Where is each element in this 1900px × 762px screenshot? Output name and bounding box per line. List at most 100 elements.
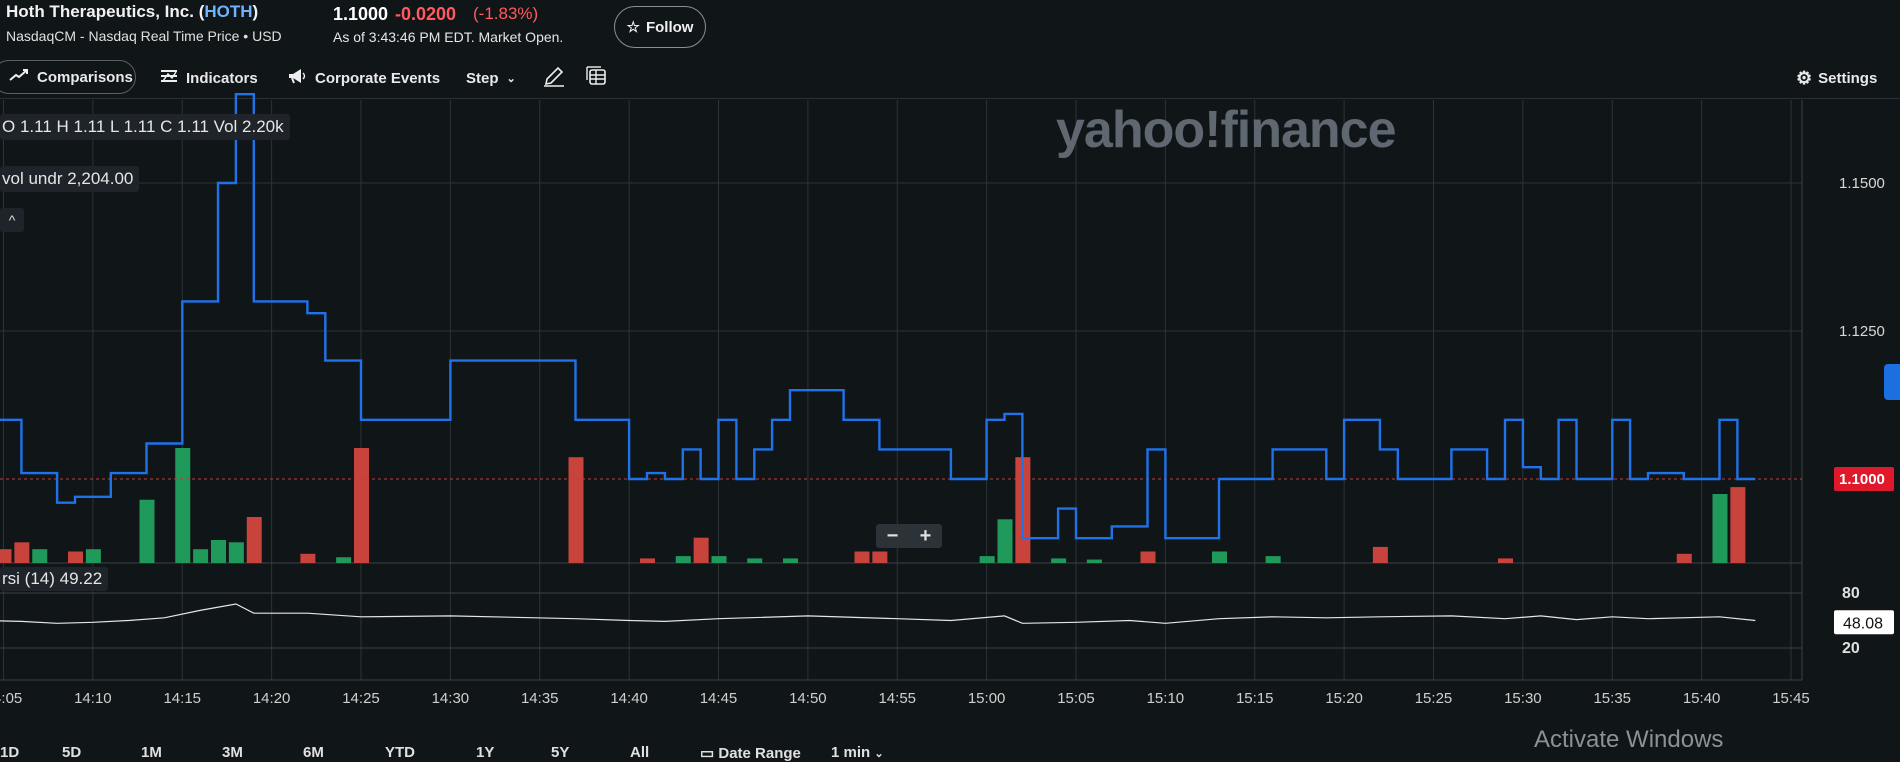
x-tick-label: 15:30 (1504, 690, 1542, 707)
volume-bar (675, 556, 691, 563)
exchange-info: NasdaqCM - Nasdaq Real Time Price • USD (6, 28, 282, 44)
x-tick-label: 14:55 (878, 690, 916, 707)
volume-bar (997, 519, 1013, 563)
volume-bar (693, 537, 709, 563)
chevron-down-icon: ⌄ (506, 72, 516, 85)
volume-bar (193, 549, 209, 563)
x-tick-label: 15:45 (1772, 690, 1810, 707)
volume-bar (1372, 546, 1388, 563)
calendar-icon: ▭ (700, 745, 715, 762)
corporate-events-label: Corporate Events (315, 69, 441, 87)
activate-windows-notice: Activate Windows (1534, 726, 1724, 753)
timeframe-1d[interactable]: 1D (0, 744, 20, 761)
rsi-tick-label: 20 (1842, 640, 1860, 657)
volume-bar (32, 549, 48, 563)
volume-bar (854, 551, 870, 563)
volume-bar (1730, 487, 1746, 563)
volume-bar (175, 448, 191, 563)
y-tick-label: 1.1250 (1839, 323, 1885, 340)
date-range-label: Date Range (718, 745, 801, 762)
step-label: Step (466, 69, 499, 87)
timeframe-1m[interactable]: 1M (141, 744, 162, 761)
x-tick-label: 15:20 (1325, 690, 1363, 707)
zoom-controls: − + (876, 524, 942, 548)
collapse-legend-button[interactable]: ^ (0, 208, 24, 232)
volume-bar (711, 556, 727, 563)
corporate-events-button[interactable]: Corporate Events (287, 60, 440, 96)
volume-bar (1212, 551, 1227, 563)
chevron-up-icon: ^ (8, 212, 16, 228)
rsi-line (0, 603, 1756, 624)
timeframe-1y[interactable]: 1Y (476, 744, 495, 761)
ohlc-legend: O 1.11 H 1.11 L 1.11 C 1.11 Vol 2.20k (0, 114, 290, 140)
table-view-button[interactable] (586, 60, 608, 96)
date-range-button[interactable]: ▭ Date Range (700, 744, 801, 762)
follow-button[interactable]: ☆ Follow (614, 6, 706, 48)
y-tick-label: 1.1500 (1839, 175, 1885, 192)
timeframe-3m[interactable]: 3M (222, 744, 243, 761)
x-tick-label: 15:15 (1236, 690, 1274, 707)
volume-bar (1086, 559, 1102, 563)
comparisons-button[interactable]: Comparisons (0, 60, 136, 94)
interval-dropdown[interactable]: 1 min ⌄ (831, 744, 884, 761)
volume-bar (300, 553, 316, 563)
indicators-label: Indicators (186, 69, 258, 87)
current-price: 1.1000 (333, 4, 389, 24)
follow-label: Follow (645, 18, 694, 36)
interval-label: 1 min (831, 744, 871, 761)
company-name: Hoth Therapeutics, Inc. (HOTH) (6, 2, 258, 22)
x-tick-label: 15:40 (1683, 690, 1721, 707)
yahoo-finance-watermark: yahoo!finance (1056, 101, 1396, 159)
draw-tool-button[interactable] (543, 60, 565, 96)
timeframe-5y[interactable]: 5Y (551, 744, 570, 761)
volume-bar (568, 457, 584, 563)
volume-bar (1140, 551, 1156, 563)
zoom-out-button[interactable]: − (886, 524, 899, 547)
price-line (0, 92, 1756, 540)
rsi-tick-label: 80 (1842, 585, 1860, 602)
megaphone-icon (287, 68, 307, 88)
x-tick-label: 14:10 (74, 690, 112, 707)
price-change-percent: (-1.83%) (473, 4, 539, 23)
timeframe-5d[interactable]: 5D (62, 744, 82, 761)
ticker-link[interactable]: HOTH (204, 2, 253, 21)
x-tick-label: 15:25 (1415, 690, 1453, 707)
side-panel-handle[interactable] (1884, 364, 1900, 400)
comparisons-icon (9, 68, 29, 86)
current-price-tag-label: 1.1000 (1839, 471, 1885, 488)
timeframe-ytd[interactable]: YTD (385, 744, 415, 761)
chevron-down-icon: ⌄ (874, 748, 884, 760)
volume-bar (14, 542, 30, 563)
pencil-icon (543, 65, 565, 91)
x-tick-label: 14:15 (163, 690, 201, 707)
volume-bar (228, 542, 244, 563)
timeframe-6m[interactable]: 6M (303, 744, 324, 761)
volume-bar (211, 540, 226, 563)
timeframe-all[interactable]: All (630, 744, 650, 761)
price-change: -0.0200 (395, 4, 457, 24)
step-dropdown[interactable]: Step ⌄ (466, 60, 516, 96)
x-tick-label: 14:25 (342, 690, 380, 707)
indicators-button[interactable]: Indicators (160, 60, 258, 96)
settings-button[interactable]: ⚙ Settings (1796, 60, 1877, 96)
volume-bar (1265, 556, 1281, 563)
x-tick-label: 15:05 (1057, 690, 1095, 707)
volume-bar (336, 557, 352, 563)
settings-label: Settings (1818, 69, 1878, 87)
rsi-legend: rsi (14) 49.22 (0, 567, 109, 591)
x-tick-label: 15:00 (968, 690, 1006, 707)
zoom-in-button[interactable]: + (919, 524, 932, 547)
quote-header: Hoth Therapeutics, Inc. (HOTH) NasdaqCM … (0, 0, 1900, 60)
as-of-time: As of 3:43:46 PM EDT. Market Open. (333, 29, 564, 45)
volume-bar (85, 549, 101, 563)
volume-bar (783, 558, 798, 563)
x-tick-label: 15:35 (1593, 690, 1631, 707)
current-price-tag (1834, 467, 1894, 491)
volume-bar (68, 551, 83, 563)
paren: ) (252, 2, 259, 21)
volume-bar (747, 558, 763, 563)
x-tick-label: 14:40 (610, 690, 648, 707)
volume-bar (246, 517, 262, 563)
volume-bar (1712, 494, 1728, 563)
